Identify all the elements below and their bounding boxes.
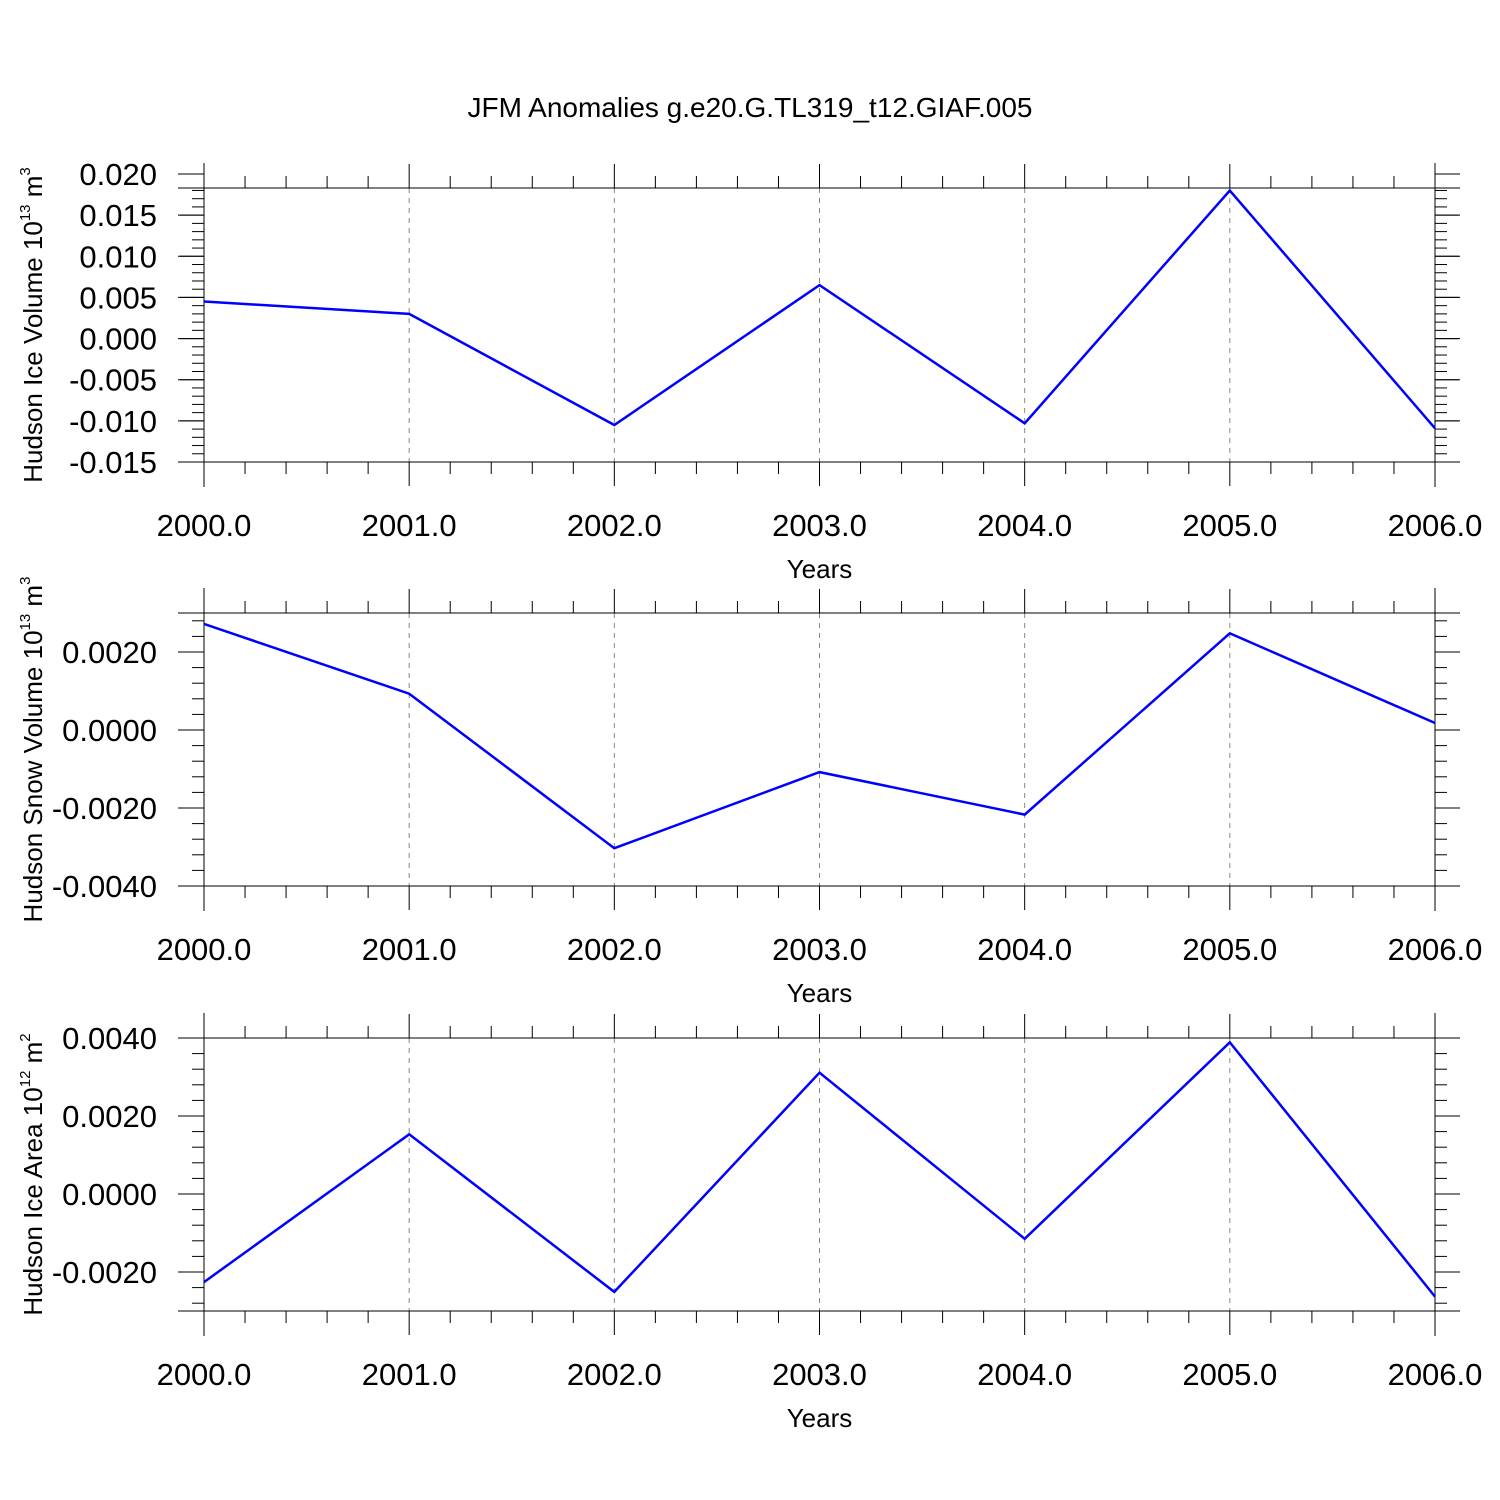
x-tick-label: 2002.0 bbox=[567, 508, 662, 543]
series-line bbox=[203, 622, 1436, 850]
x-tick-label: 2001.0 bbox=[362, 932, 457, 967]
x-tick-label: 2003.0 bbox=[772, 932, 867, 967]
y-tick-label: 0.0000 bbox=[62, 1177, 157, 1212]
x-tick-label: 2000.0 bbox=[157, 1357, 252, 1392]
series-line bbox=[203, 1040, 1436, 1298]
x-tick-label: 2002.0 bbox=[567, 932, 662, 967]
y-tick-label: -0.0040 bbox=[52, 869, 157, 904]
y-tick-label: -0.005 bbox=[69, 363, 157, 398]
x-tick-label: 2003.0 bbox=[772, 1357, 867, 1392]
series-line bbox=[203, 188, 1436, 430]
chart-title: JFM Anomalies g.e20.G.TL319_t12.GIAF.005 bbox=[468, 92, 1033, 123]
y-tick-label: 0.020 bbox=[79, 157, 157, 192]
y-axis-label: Hudson Ice Volume 1013 m3 bbox=[17, 167, 48, 483]
y-tick-label: 0.000 bbox=[79, 322, 157, 357]
y-axis-label: Hudson Snow Volume 1013 m3 bbox=[17, 577, 48, 923]
y-axis-label: Hudson Ice Area 1012 m2 bbox=[17, 1033, 48, 1315]
x-tick-label: 2006.0 bbox=[1388, 932, 1483, 967]
panel-2: 2000.0 2001.0 2002.0 2003.0 2004.0 2005.0 2006… bbox=[17, 577, 1482, 1008]
x-axis-label: Years bbox=[787, 554, 853, 584]
x-tick-label: 2001.0 bbox=[362, 508, 457, 543]
y-tick-label: 0.015 bbox=[79, 198, 157, 233]
x-tick-label: 2005.0 bbox=[1182, 1357, 1277, 1392]
y-tick-label: 0.010 bbox=[79, 239, 157, 274]
y-tick-label: 0.0020 bbox=[62, 1099, 157, 1134]
panel-3: 2000.0 2001.0 2002.0 2003.0 2004.0 2005.0 2006… bbox=[17, 1013, 1482, 1433]
x-tick-label: 2002.0 bbox=[567, 1357, 662, 1392]
y-tick-label: -0.0020 bbox=[52, 1255, 157, 1290]
x-tick-label: 2004.0 bbox=[977, 508, 1072, 543]
y-tick-label: 0.0040 bbox=[62, 1021, 157, 1056]
x-tick-label: 2005.0 bbox=[1182, 932, 1277, 967]
x-tick-label: 2006.0 bbox=[1388, 1357, 1483, 1392]
x-tick-label: 2004.0 bbox=[977, 932, 1072, 967]
y-tick-label: 0.005 bbox=[79, 280, 157, 315]
y-tick-label: -0.010 bbox=[69, 404, 157, 439]
x-axis-label: Years bbox=[787, 978, 853, 1008]
panel-1: 2000.0 2001.0 2002.0 2003.0 2004.0 2005.0 2006… bbox=[17, 157, 1482, 584]
x-tick-label: 2000.0 bbox=[157, 932, 252, 967]
y-tick-label: 0.0020 bbox=[62, 635, 157, 670]
y-tick-label: 0.0000 bbox=[62, 713, 157, 748]
panels: 2000.0 2001.0 2002.0 2003.0 2004.0 2005.0 2006… bbox=[17, 157, 1482, 1433]
x-tick-label: 2003.0 bbox=[772, 508, 867, 543]
y-tick-label: -0.0020 bbox=[52, 791, 157, 826]
x-tick-label: 2004.0 bbox=[977, 1357, 1072, 1392]
y-tick-label: -0.015 bbox=[69, 445, 157, 480]
x-tick-label: 2001.0 bbox=[362, 1357, 457, 1392]
x-tick-label: 2005.0 bbox=[1182, 508, 1277, 543]
x-tick-label: 2000.0 bbox=[157, 508, 252, 543]
x-tick-label: 2006.0 bbox=[1388, 508, 1483, 543]
x-axis-label: Years bbox=[787, 1403, 853, 1433]
